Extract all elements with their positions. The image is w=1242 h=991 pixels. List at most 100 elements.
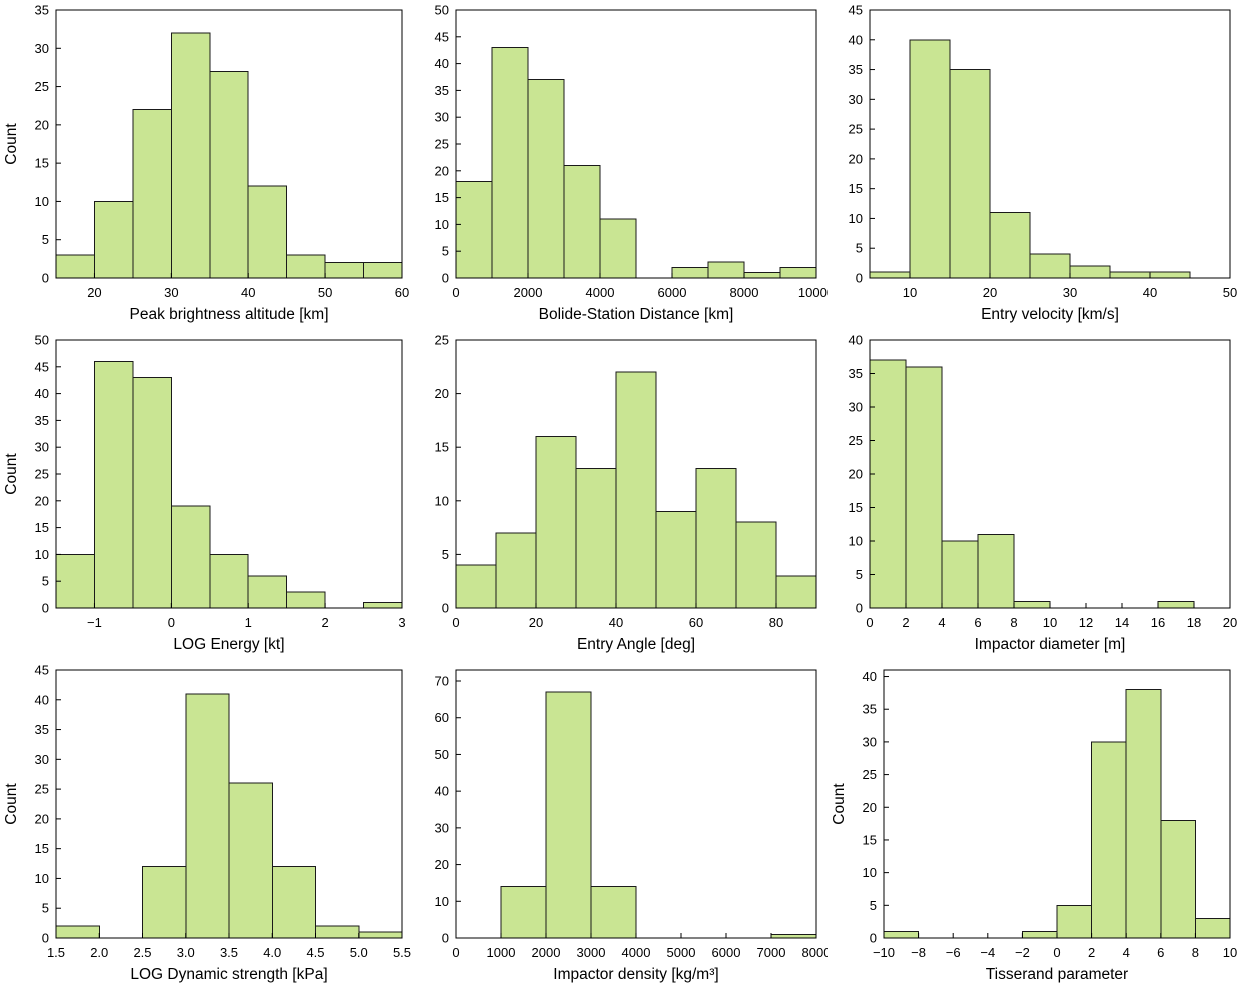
histogram-bar	[455, 181, 493, 279]
x-tick-label: 3.5	[220, 945, 238, 960]
x-tick-label: 10	[903, 285, 917, 300]
y-tick-label: 50	[35, 333, 49, 348]
histogram-bar	[132, 109, 172, 279]
histogram-bar	[500, 886, 547, 939]
x-tick-label: 50	[318, 285, 332, 300]
histogram-bar	[1160, 819, 1196, 939]
histogram-entry-velocity: 10 20 30 40 50 0 5 10 15 20 25 30 35 40 45 Entry veloci…	[828, 0, 1242, 330]
y-tick-label: 15	[863, 832, 877, 847]
x-tick-label: 10	[1223, 945, 1237, 960]
histogram-bar	[599, 218, 637, 279]
y-tick-label: 10	[35, 194, 49, 209]
x-tick-label: 60	[395, 285, 409, 300]
y-tick-label: 10	[435, 894, 449, 909]
histogram-bar	[775, 575, 817, 609]
y-tick-label: 30	[35, 41, 49, 56]
plot-frame	[55, 9, 403, 279]
histogram-bar	[495, 532, 537, 609]
y-tick-label: 0	[856, 601, 863, 616]
x-tick-label: 60	[689, 615, 703, 630]
x-tick-label: 2.0	[90, 945, 108, 960]
x-tick-label: 18	[1187, 615, 1201, 630]
y-tick-label: 35	[849, 62, 863, 77]
histogram-bar	[170, 32, 211, 279]
y-axis-title: Count	[3, 453, 20, 495]
y-tick-label: 35	[863, 702, 877, 717]
histogram-bar	[575, 468, 617, 609]
x-tick-label: 40	[241, 285, 255, 300]
y-tick-label: 60	[435, 710, 449, 725]
y-tick-label: 0	[442, 601, 449, 616]
y-tick-label: 30	[435, 110, 449, 125]
histogram-bar	[869, 359, 907, 609]
histogram-bar	[707, 261, 745, 279]
y-tick-label: 25	[435, 137, 449, 152]
x-tick-label: 4.0	[263, 945, 281, 960]
y-tick-label: 30	[435, 820, 449, 835]
x-tick-label: 10	[1043, 615, 1057, 630]
histogram-bar	[209, 70, 249, 279]
histogram-svg-entry-angle: 0 20 40 60 80 0 5 10 15 20 25 Entry Angle [deg]	[435, 333, 817, 653]
x-tick-label: 1	[245, 615, 252, 630]
x-tick-label: 8	[1010, 615, 1017, 630]
x-tick-label: −10	[873, 945, 895, 960]
y-tick-label: 40	[849, 32, 863, 47]
histogram-bar	[324, 262, 365, 279]
histogram-bar	[905, 366, 943, 609]
y-tick-label: 40	[35, 692, 49, 707]
histogram-bar	[358, 931, 403, 939]
histogram-bar	[142, 866, 187, 939]
y-axis-title: Count	[3, 783, 20, 825]
y-tick-label: 25	[863, 767, 877, 782]
y-tick-label: 10	[849, 534, 863, 549]
histogram-bar	[1194, 917, 1231, 939]
histogram-bar	[1013, 600, 1051, 609]
x-tick-label: 2000	[514, 285, 543, 300]
y-tick-label: 10	[863, 865, 877, 880]
y-tick-label: 35	[35, 413, 49, 428]
x-tick-label: 1.5	[47, 945, 65, 960]
y-tick-label: 40	[435, 56, 449, 71]
x-tick-label: 4.5	[306, 945, 324, 960]
y-tick-label: 35	[35, 3, 49, 18]
histogram-bar	[55, 254, 95, 279]
y-tick-label: 20	[35, 493, 49, 508]
y-tick-label: 45	[35, 359, 49, 374]
x-tick-label: −4	[980, 945, 995, 960]
y-tick-label: 25	[35, 782, 49, 797]
x-tick-label: 1000	[487, 945, 516, 960]
x-tick-label: 50	[1223, 285, 1237, 300]
histogram-bar	[977, 533, 1015, 609]
x-tick-label: 7000	[757, 945, 786, 960]
x-tick-label: 8	[1192, 945, 1199, 960]
y-tick-label: 0	[42, 271, 49, 286]
histogram-entry-angle: 0 20 40 60 80 0 5 10 15 20 25 Entry Angle [deg]	[414, 330, 828, 660]
histogram-bar	[247, 185, 288, 279]
x-tick-label: 0	[1053, 945, 1060, 960]
histogram-bar	[185, 693, 230, 939]
y-tick-label: 5	[42, 574, 49, 589]
histogram-bar	[491, 47, 529, 279]
y-tick-label: 20	[849, 467, 863, 482]
histogram-bar	[779, 266, 817, 279]
histogram-tisserand-parameter: −10 −8 −6 −4 −2 0 2 4 6 8 10 0 5 10 15 20 25 30 35 40 Tisser…	[828, 660, 1242, 990]
y-tick-label: 5	[856, 567, 863, 582]
x-axis-title: LOG Dynamic strength [kPa]	[130, 966, 327, 983]
y-tick-label: 20	[35, 117, 49, 132]
histogram-bar	[527, 79, 565, 279]
y-tick-label: 5	[42, 232, 49, 247]
y-tick-label: 15	[35, 520, 49, 535]
histogram-bar	[1109, 271, 1151, 279]
x-tick-label: 3000	[577, 945, 606, 960]
histogram-impactor-density: 0 1000 2000 3000 4000 5000 6000 7000 8000 0 10 20 30…	[414, 660, 828, 990]
y-axis-title: Count	[3, 123, 20, 165]
y-tick-label: 10	[435, 493, 449, 508]
y-tick-label: 15	[849, 500, 863, 515]
y-tick-label: 25	[35, 79, 49, 94]
y-tick-label: 15	[35, 841, 49, 856]
y-tick-label: 0	[442, 271, 449, 286]
histogram-bar	[93, 360, 134, 609]
x-tick-label: 3.0	[177, 945, 195, 960]
y-tick-label: 40	[849, 333, 863, 348]
